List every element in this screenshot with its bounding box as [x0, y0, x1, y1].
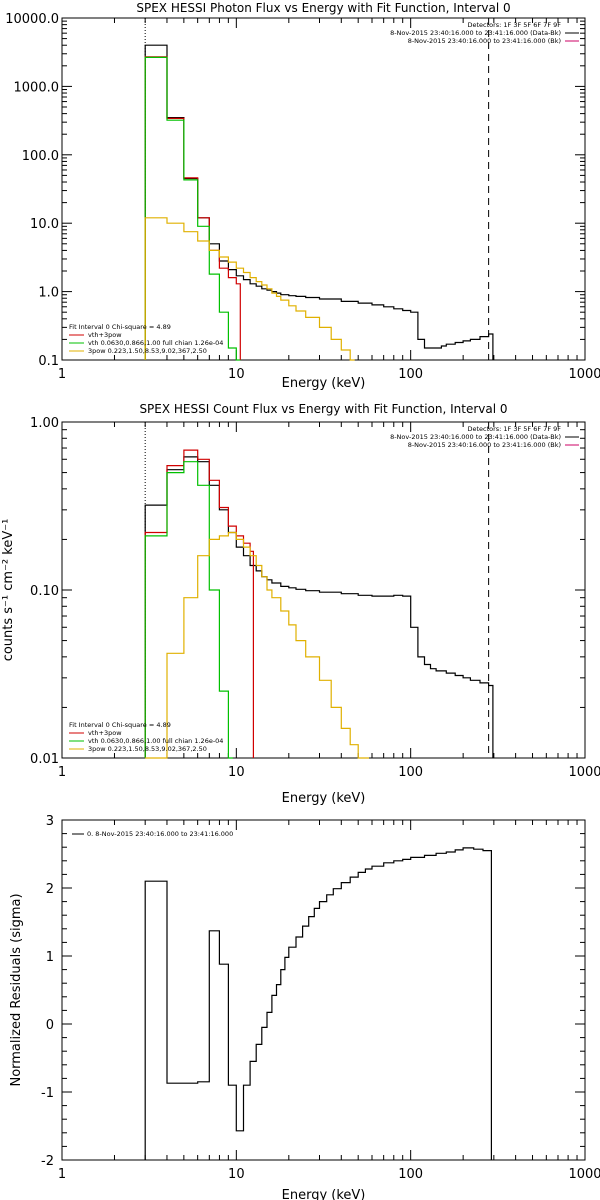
y-axis-label: Normalized Residuals (sigma)	[9, 893, 24, 1086]
legend-bottom-left-entry: vth+3pow	[88, 729, 122, 737]
x-axis-label: Energy (keV)	[282, 376, 366, 391]
legend-bottom-left-entry: 3pow 0.223,1.50,8.53,9.02,367,2.50	[88, 347, 207, 355]
legend-bottom-left-entry: vth 0.0630,0.866,1.00 full chian 1.26e-0…	[88, 737, 223, 745]
legend-top-right-entry: 8-Nov-2015 23:40:16.000 to 23:41:16.000 …	[390, 29, 561, 37]
y-tick-label: 1.0	[38, 286, 59, 301]
y-tick-label: -1	[41, 1086, 54, 1101]
series-4-line	[145, 531, 369, 759]
y-tick-label: 100.0	[22, 149, 59, 164]
y-tick-label: 2	[46, 882, 54, 897]
x-tick-label: 10	[228, 1167, 245, 1182]
x-tick-label: 1000	[568, 765, 600, 780]
x-axis-label: Energy (keV)	[282, 791, 366, 806]
x-tick-label: 10	[228, 765, 245, 780]
series-2-line	[144, 449, 254, 758]
series-3-line	[144, 56, 241, 361]
y-tick-label: 0	[46, 1018, 54, 1033]
series-2-line	[144, 56, 241, 360]
legend-top-right-entry: 8-Nov-2015 23:40:16.000 to 23:41:16.000 …	[390, 433, 561, 441]
y-tick-label: 0.01	[30, 752, 59, 767]
chart-panel-2: SPEX HESSI Count Flux vs Energy with Fit…	[1, 402, 600, 806]
y-tick-label: 1000.0	[14, 80, 60, 95]
legend-top-right-entry: Detectors: 1F 3F 5F 6F 7F 9F	[467, 21, 561, 29]
x-tick-label: 100	[398, 1167, 423, 1182]
x-tick-label: 1	[58, 765, 66, 780]
x-tick-label: 100	[398, 765, 423, 780]
x-tick-label: 1	[58, 1167, 66, 1182]
plot-frame	[61, 819, 586, 1161]
chart-title: SPEX HESSI Count Flux vs Energy with Fit…	[139, 402, 507, 416]
chart-panel-3: 1 10 100 1000 -2 -1 0 1 2 3 Energy (keV) Normalized…	[9, 814, 600, 1200]
x-axis-label: Energy (keV)	[282, 1188, 366, 1200]
chart-title: SPEX HESSI Photon Flux vs Energy with Fi…	[136, 1, 510, 15]
legend-bottom-left-entry: Fit Interval 0 Chi-square = 4.89	[69, 721, 171, 729]
y-tick-label: 10000.0	[5, 12, 59, 27]
series-1-line	[144, 44, 494, 360]
x-tick-label: 1	[58, 367, 66, 382]
series-1-line	[144, 456, 494, 758]
legend-top-right-entry: 8-Nov-2015 23:40:16.000 to 23:41:16.000 …	[408, 37, 561, 45]
y-tick-label: 1.00	[30, 416, 59, 431]
y-tick-label: -2	[41, 1154, 54, 1169]
x-tick-label: 100	[398, 367, 423, 382]
plot-frame	[61, 17, 586, 361]
legend-bottom-left-entry: Fit Interval 0 Chi-square = 4.89	[69, 323, 171, 331]
y-tick-label: 3	[46, 814, 54, 829]
chart-panel-1: SPEX HESSI Photon Flux vs Energy with Fi…	[5, 1, 600, 391]
y-tick-label: 1	[46, 950, 54, 965]
x-tick-label: 1000	[568, 1167, 600, 1182]
series-4-line	[144, 217, 355, 361]
legend-top-right-entry: 8-Nov-2015 23:40:16.000 to 23:41:16.000 …	[408, 441, 561, 449]
legend-top-right-entry: Detectors: 1F 3F 5F 6F 7F 9F	[467, 425, 561, 433]
legend-bottom-left-entry: vth+3pow	[88, 331, 122, 339]
series-3-line	[144, 461, 233, 759]
legend-bottom-left-entry: 3pow 0.223,1.50,8.53,9.02,367,2.50	[88, 745, 207, 753]
legend-bottom-left-entry: vth 0.0630,0.866,1.00 full chian 1.26e-0…	[88, 339, 223, 347]
x-tick-label: 10	[228, 367, 245, 382]
series-1-line	[144, 847, 492, 1160]
y-tick-label: 0.10	[30, 584, 59, 599]
legend-top-left-entry: 0. 8-Nov-2015 23:40:16.000 to 23:41:16.0…	[87, 830, 233, 838]
y-tick-label: 0.1	[38, 354, 59, 369]
y-axis-label: counts s⁻¹ cm⁻² keV⁻¹	[1, 519, 16, 662]
y-tick-label: 10.0	[30, 217, 59, 232]
plot-frame	[61, 421, 586, 759]
x-tick-label: 1000	[568, 367, 600, 382]
